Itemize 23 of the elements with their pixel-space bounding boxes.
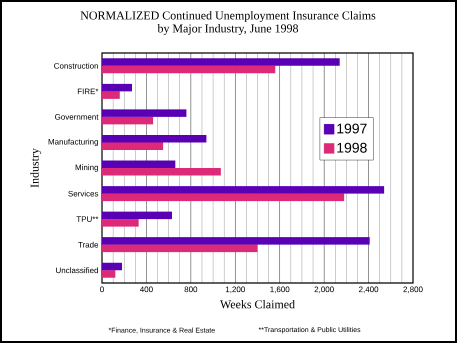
bar (102, 186, 384, 194)
bar (102, 270, 116, 278)
bar (102, 194, 344, 202)
bar (102, 91, 120, 99)
bar (102, 134, 206, 142)
legend-label: 1998 (337, 142, 367, 153)
bar (102, 116, 154, 124)
bar (102, 109, 186, 117)
bar (102, 237, 370, 245)
bar (102, 244, 258, 252)
legend-label: 1997 (337, 124, 367, 134)
bar (102, 142, 164, 150)
bar (102, 212, 172, 220)
bar (102, 168, 221, 176)
bar (102, 160, 176, 168)
y-axis-title: Industry (30, 148, 42, 188)
bar (102, 58, 340, 66)
bar (102, 219, 139, 227)
x-axis-title: Weeks Claimed (220, 300, 295, 308)
chart-title: NORMALIZED Continued Unemployment Insurance Claims by Major Industry, June 1998 (80, 11, 376, 35)
bar (102, 66, 276, 74)
bar (102, 262, 122, 270)
bar (102, 84, 132, 92)
